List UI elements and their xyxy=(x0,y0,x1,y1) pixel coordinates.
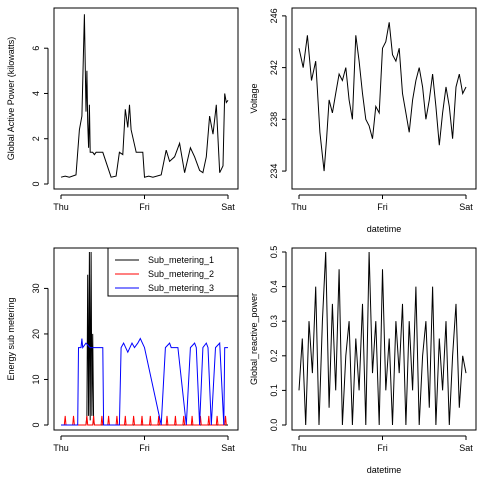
y-tick-label-p2-1: 238 xyxy=(269,112,279,127)
y-tick-label-p1-1: 2 xyxy=(31,136,41,141)
x-tick-label-p3-0: Thu xyxy=(53,443,69,453)
legend-label-0: Sub_metering_1 xyxy=(148,255,214,265)
y-tick-label-p4-5: 0.5 xyxy=(269,246,279,259)
legend-label-2: Sub_metering_3 xyxy=(148,283,214,293)
y-tick-label-p4-0: 0.0 xyxy=(269,419,279,432)
y-tick-label-p2-3: 246 xyxy=(269,8,279,23)
legend-label-1: Sub_metering_2 xyxy=(148,269,214,279)
panel-p2: Thu Fri Sat 234 238 242 246 Voltage datetime xyxy=(249,7,477,234)
legend-p3: Sub_metering_1 Sub_metering_2 Sub_metering… xyxy=(107,247,239,297)
x-tick-label-p2-1: Fri xyxy=(377,202,388,212)
x-tick-label-p2-0: Thu xyxy=(291,202,307,212)
x-axis-title-p4: datetime xyxy=(367,465,402,475)
x-tick-label-p1-2: Sat xyxy=(221,202,235,212)
y-tick-label-p3-1: 10 xyxy=(31,374,41,384)
y-axis-title-p3: Energy sub metering xyxy=(6,297,16,380)
y-tick-label-p4-4: 0.4 xyxy=(269,280,279,293)
plot-frame-p4 xyxy=(291,247,477,431)
x-tick-label-p4-2: Sat xyxy=(459,443,473,453)
y-axis-title-p4: Global_reactive_power xyxy=(249,293,259,385)
y-tick-label-p1-0: 0 xyxy=(31,181,41,186)
x-tick-label-p4-1: Fri xyxy=(377,443,388,453)
y-tick-label-p2-2: 242 xyxy=(269,60,279,75)
y-tick-label-p1-2: 4 xyxy=(31,91,41,96)
y-tick-label-p3-3: 30 xyxy=(31,283,41,293)
plot-frame-p2 xyxy=(291,7,477,190)
x-tick-label-p1-0: Thu xyxy=(53,202,69,212)
y-axis-title-p1: Global Active Power (kilowatts) xyxy=(6,37,16,161)
y-axis-title-p2: Voltage xyxy=(249,83,259,113)
x-axis-title-p2: datetime xyxy=(367,224,402,234)
y-tick-label-p2-0: 234 xyxy=(269,164,279,179)
x-tick-label-p3-1: Fri xyxy=(139,443,150,453)
series-line-p2-0 xyxy=(298,22,467,172)
series-line-p3-1 xyxy=(63,415,227,426)
y-tick-label-p4-2: 0.2 xyxy=(269,350,279,363)
panel-p3: Thu Fri Sat 0 10 20 30 Energy sub metering Sub_m… xyxy=(6,247,239,453)
plot-frame-p1 xyxy=(53,7,239,190)
y-tick-label-p4-1: 0.1 xyxy=(269,384,279,397)
x-tick-label-p2-2: Sat xyxy=(459,202,473,212)
y-tick-label-p1-3: 6 xyxy=(31,46,41,51)
series-line-p1-0 xyxy=(60,14,229,178)
x-tick-label-p1-1: Fri xyxy=(139,202,150,212)
y-tick-label-p3-2: 20 xyxy=(31,329,41,339)
panel-p1: Thu Fri Sat 0 2 4 6 Global Active Power (kilowa… xyxy=(6,7,239,212)
panel-p4: Thu Fri Sat 0.0 0.1 0.2 0.3 0.4 0.5 Global_reacti… xyxy=(249,246,477,475)
x-tick-label-p4-0: Thu xyxy=(291,443,307,453)
series-line-p3-2 xyxy=(61,337,228,426)
series-line-p4-0 xyxy=(298,251,467,426)
y-tick-label-p4-3: 0.3 xyxy=(269,315,279,328)
x-tick-label-p3-2: Sat xyxy=(221,443,235,453)
y-tick-label-p3-0: 0 xyxy=(31,422,41,427)
